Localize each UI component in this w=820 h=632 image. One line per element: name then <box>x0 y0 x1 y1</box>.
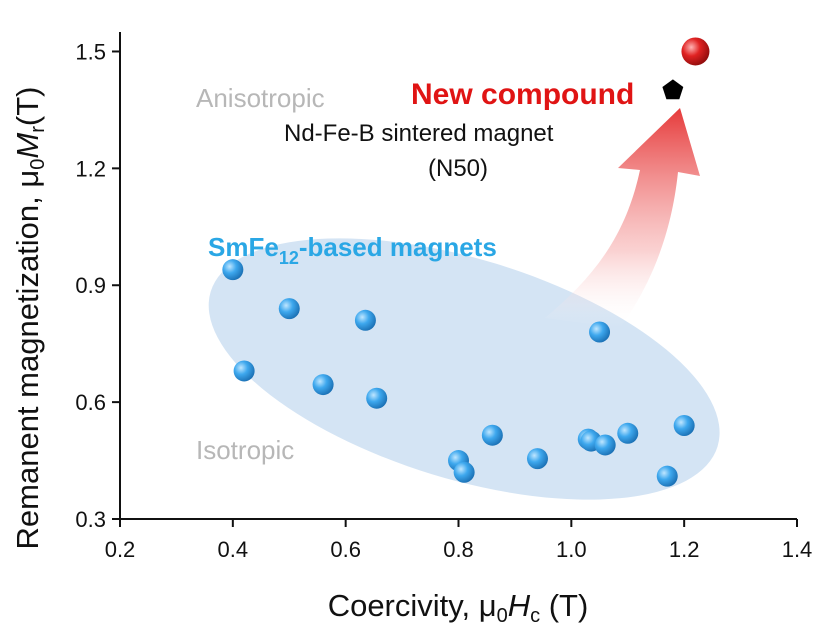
x-tick-label: 0.8 <box>443 537 474 562</box>
smfe12-point <box>278 298 300 320</box>
y-tick-label: 0.3 <box>75 507 106 532</box>
smfe12-point <box>453 461 475 483</box>
smfe12-point <box>222 259 244 281</box>
x-axis-title: Coercivity, μ0Hc (T) <box>328 588 589 627</box>
smfe12-point <box>366 387 388 409</box>
new-compound-label: New compound <box>411 78 634 111</box>
smfe12-point <box>673 414 695 436</box>
smfe12-series-label: SmFe12-based magnets <box>208 232 497 268</box>
new-compound-point <box>681 37 710 66</box>
smfe12-point <box>589 321 611 343</box>
improvement-arrow <box>545 108 700 328</box>
x-tick-label: 0.6 <box>330 537 361 562</box>
isotropic-label: Isotropic <box>196 435 294 465</box>
smfe12-point <box>354 309 376 331</box>
x-tick-label: 0.2 <box>105 537 136 562</box>
smfe12-point <box>594 434 616 456</box>
x-tick-label: 1.2 <box>669 537 700 562</box>
ndfeb-label-line1: Nd-Fe-B sintered magnet <box>284 120 554 147</box>
smfe12-point <box>526 448 548 470</box>
smfe12-point <box>617 422 639 444</box>
y-tick-label: 0.6 <box>75 390 106 415</box>
anisotropic-label: Anisotropic <box>196 83 325 113</box>
y-tick-label: 1.5 <box>75 39 106 64</box>
smfe12-point <box>481 424 503 446</box>
x-tick-label: 1.4 <box>782 537 813 562</box>
y-axis-title: Remanent magnetization, μ0Mr(T) <box>10 87 49 550</box>
x-tick-label: 1.0 <box>556 537 587 562</box>
smfe12-point <box>312 374 334 396</box>
ndfeb-label-line2: (N50) <box>428 155 488 182</box>
y-tick-label: 0.9 <box>75 273 106 298</box>
ndfeb-point <box>662 79 684 100</box>
smfe12-point <box>233 360 255 382</box>
smfe12-point <box>656 465 678 487</box>
x-tick-label: 0.4 <box>218 537 249 562</box>
y-tick-label: 1.2 <box>75 156 106 181</box>
